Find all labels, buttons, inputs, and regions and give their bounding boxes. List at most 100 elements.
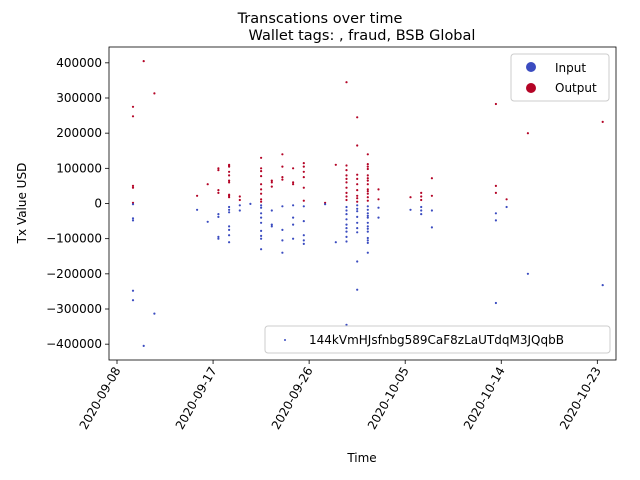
output-point (217, 191, 220, 194)
output-point (238, 198, 241, 202)
input-point (196, 208, 199, 211)
y-tick-label: 0 (94, 197, 102, 211)
input-point (366, 236, 369, 240)
input-point (366, 225, 369, 228)
output-point (409, 196, 412, 199)
legend-type: Input Output (510, 53, 610, 102)
output-point (228, 165, 231, 168)
input-point (217, 213, 220, 216)
output-point (494, 102, 497, 106)
input-point (324, 203, 327, 206)
input-point (345, 223, 348, 226)
output-point (366, 177, 369, 180)
x-tick-label: 2020-09-17 (173, 365, 220, 432)
x-tick-label: 2020-10-23 (557, 365, 604, 432)
output-point (281, 153, 284, 156)
output-point (260, 167, 263, 170)
y-tick-label: −200000 (46, 267, 102, 281)
output-point (356, 200, 359, 203)
input-point (228, 234, 231, 237)
input-point (228, 205, 231, 209)
input-point (131, 217, 135, 220)
output-point (131, 184, 135, 187)
output-point (302, 162, 305, 165)
output-point (356, 173, 359, 176)
output-point (345, 169, 348, 172)
input-point (292, 237, 295, 240)
input-point (494, 212, 497, 215)
output-point (356, 194, 359, 197)
input-point (356, 215, 359, 218)
y-axis-label: Tx Value USD (15, 163, 29, 245)
input-point (356, 227, 359, 230)
legend-output-marker (526, 83, 536, 93)
input-point (345, 213, 348, 216)
output-point (217, 167, 220, 170)
input-point (260, 221, 263, 224)
input-point (345, 205, 348, 209)
output-point (366, 174, 369, 177)
output-point (420, 198, 423, 202)
input-point (409, 208, 412, 211)
output-point (281, 176, 284, 179)
input-point (356, 260, 359, 263)
output-point (228, 174, 231, 177)
input-point (281, 251, 284, 254)
input-point (345, 209, 348, 212)
y-tick-label: −300000 (46, 302, 102, 316)
output-point (153, 92, 156, 95)
input-point (366, 251, 369, 254)
output-point (420, 195, 423, 198)
input-point (430, 209, 433, 212)
y-tick-label: −100000 (46, 232, 102, 246)
output-point (345, 181, 348, 184)
output-point (345, 191, 348, 194)
legend-output-label: Output (555, 81, 597, 95)
output-point (345, 186, 348, 189)
legend-wallet: 144kVmHJsfnbg589CaF8zLaUTdqM3JQqbB (264, 325, 611, 354)
output-point (356, 197, 359, 200)
output-point (217, 189, 220, 192)
output-point (494, 184, 497, 187)
input-point (281, 228, 284, 231)
plot-area-frame (108, 46, 617, 361)
input-point (217, 215, 220, 218)
input-point (270, 223, 273, 226)
output-point (270, 185, 273, 188)
input-point (131, 203, 135, 206)
output-point (366, 196, 369, 199)
input-point (260, 248, 263, 251)
output-point (526, 132, 530, 135)
x-tick-label: 2020-09-08 (77, 365, 124, 432)
input-point (356, 288, 359, 291)
output-point (292, 167, 295, 170)
input-point (228, 211, 231, 214)
input-point (356, 231, 359, 234)
output-point (505, 198, 508, 201)
output-point (281, 178, 284, 181)
input-point (131, 299, 135, 302)
chart-subtitle: Wallet tags: , fraud, BSB Global (249, 28, 476, 44)
input-point (302, 239, 305, 242)
output-point (366, 188, 369, 191)
input-point (292, 223, 295, 226)
input-point (366, 214, 369, 217)
output-point (356, 177, 359, 180)
input-point (345, 240, 348, 243)
input-point (281, 239, 284, 242)
output-point (292, 183, 295, 186)
input-point (292, 204, 295, 207)
output-point (377, 198, 380, 201)
input-point (494, 219, 497, 222)
output-point (260, 156, 263, 159)
input-point (377, 216, 380, 219)
legend-wallet-label: 144kVmHJsfnbg589CaF8zLaUTdqM3JQqbB (309, 333, 564, 347)
output-point (302, 186, 305, 189)
input-point (238, 209, 241, 212)
input-point (260, 212, 263, 215)
y-tick-label: 300000 (56, 91, 102, 105)
input-point (302, 205, 305, 208)
output-point (334, 163, 337, 166)
output-point (142, 60, 145, 63)
